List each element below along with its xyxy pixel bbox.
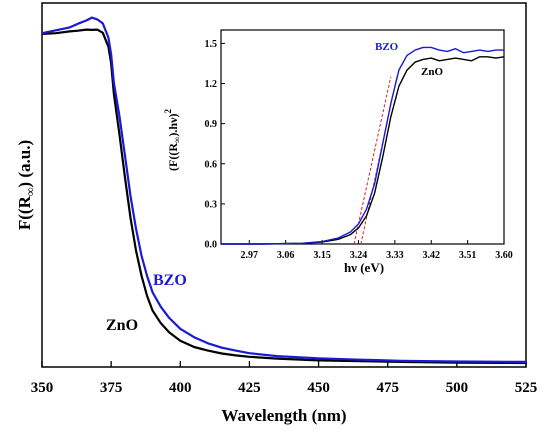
main-x-tick-label: 400	[169, 380, 192, 396]
inset-x-tick-label: 3.15	[313, 250, 331, 261]
main-annot-bzo: BZO	[153, 272, 187, 289]
inset-y-tick-label: 0.0	[205, 240, 218, 251]
svg-text:(F((R∞).hν)2: (F((R∞).hν)2	[163, 109, 182, 171]
svg-text:F((R∞) (a.u.): F((R∞) (a.u.)	[15, 140, 37, 230]
inset-y-tick-label: 1.5	[205, 39, 218, 50]
inset-y-tick-label: 1.2	[205, 79, 218, 90]
inset-chart: 2.97 3.06 3.15 3.24 3.33 3.42 3.51 3.60 0.0 0.3 0.…	[163, 29, 513, 275]
inset-y-title-sub: ∞	[172, 137, 182, 143]
inset-y-tick-label: 0.3	[205, 199, 218, 210]
main-x-tick-label: 475	[376, 380, 399, 396]
main-plot-frame	[41, 2, 527, 368]
main-x-tick-label: 450	[307, 380, 330, 396]
inset-y-tick-label: 0.9	[205, 119, 218, 130]
main-y-title-sub: ∞	[23, 187, 37, 196]
inset-x-tick-label: 2.97	[241, 250, 259, 261]
inset-annot-zno: ZnO	[421, 66, 443, 78]
inset-series-bzo	[221, 46, 504, 245]
inset-x-tick-label: 3.24	[350, 250, 368, 261]
main-x-tick-label: 375	[100, 380, 123, 396]
main-x-tick-label: 350	[31, 380, 54, 396]
inset-x-tick-label: 3.33	[386, 250, 404, 261]
inset-x-tick-label: 3.51	[459, 250, 477, 261]
main-y-title-part1: F((R	[15, 195, 34, 230]
main-x-ticks: 350 375 400 425 450 475 500 525	[31, 361, 538, 396]
main-x-tick-label: 525	[515, 380, 538, 396]
inset-x-axis-title: hν (eV)	[344, 260, 384, 275]
inset-y-title-part2: ).hν)	[166, 114, 180, 137]
inset-x-tick-label: 3.60	[495, 250, 513, 261]
main-x-tick-label: 425	[238, 380, 261, 396]
inset-ticks: 2.97 3.06 3.15 3.24 3.33 3.42 3.51 3.60 0.0 0.3 0.…	[205, 39, 513, 261]
inset-x-tick-label: 3.42	[422, 250, 440, 261]
inset-annot-bzo: BZO	[375, 41, 399, 53]
main-x-tick-label: 500	[446, 380, 469, 396]
main-y-axis-title: F((R∞) (a.u.)	[15, 140, 37, 230]
main-annot-zno: ZnO	[106, 317, 138, 334]
main-series-zno	[41, 28, 527, 365]
main-series-group	[41, 16, 527, 365]
main-x-axis-title: Wavelength (nm)	[221, 406, 346, 425]
main-y-title-part2: ) (a.u.)	[15, 140, 34, 188]
inset-series-group	[221, 46, 505, 245]
inset-x-tick-label: 3.06	[277, 250, 295, 261]
main-chart: 350 375 400 425 450 475 500 525 BZO ZnO Wavelen…	[15, 2, 538, 425]
inset-fit-line	[353, 76, 392, 245]
inset-y-title-sup: 2	[163, 109, 173, 114]
inset-series-zno	[221, 56, 505, 245]
main-series-bzo	[41, 16, 527, 363]
inset-y-axis-title: (F((R∞).hν)2	[163, 109, 182, 171]
inset-y-title-part1: (F((R	[166, 143, 180, 171]
inset-y-tick-label: 0.6	[205, 159, 218, 170]
inset-plot-frame	[220, 29, 505, 245]
